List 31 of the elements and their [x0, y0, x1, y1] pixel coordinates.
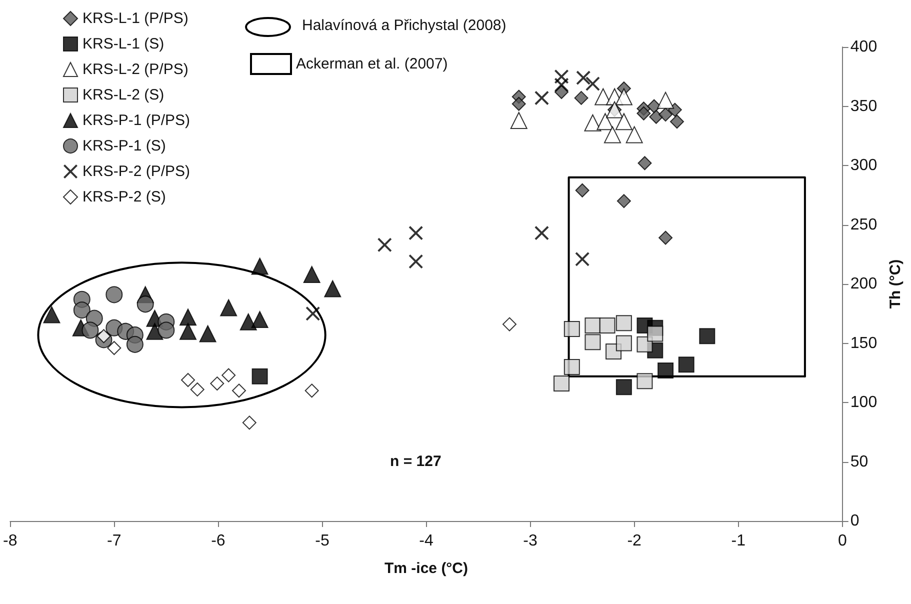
text: Halavínová a Přichystal (2008) — [302, 17, 506, 34]
y-tick-label: 0 — [850, 512, 860, 530]
x-tick-label: -5 — [315, 532, 330, 550]
legend-label: KRS-P-2 (S) — [82, 188, 166, 206]
legend-label: KRS-P-1 (S) — [82, 138, 166, 154]
y-tick-label: 150 — [850, 334, 878, 352]
x-axis-title: Tm -ice (°C) — [384, 560, 468, 577]
legend-label: KRS-L-1 (S) — [82, 36, 164, 52]
x-tick-label: -6 — [211, 532, 226, 550]
legend-label: KRS-L-2 (S) — [82, 86, 164, 104]
y-tick-label: 400 — [850, 38, 878, 56]
x-tick-label: -3 — [523, 532, 538, 550]
x-tick-label: -4 — [419, 532, 434, 550]
legend-label: KRS-L-1 (P/PS) — [82, 10, 188, 27]
y-tick-label: 350 — [850, 98, 878, 115]
y-tick-label: 300 — [850, 157, 878, 174]
y-tick-label: 200 — [850, 276, 878, 292]
legend-label: KRS-P-2 (P/PS) — [82, 163, 190, 180]
x-tick-label: -7 — [107, 532, 122, 550]
y-axis-title: Th (°C) — [887, 259, 904, 309]
x-tick-label: -1 — [731, 532, 746, 550]
legend-label: KRS-P-1 (P/PS) — [82, 112, 190, 129]
annotation: n = 127 — [390, 453, 442, 470]
legend-label: Ackerman et al. (2007) — [296, 56, 448, 72]
y-tick-label: 100 — [850, 394, 878, 411]
x-tick-label: -2 — [627, 532, 642, 550]
y-tick-label: 50 — [850, 453, 868, 470]
y-tick-label: 250 — [850, 216, 878, 234]
legend-label: KRS-L-2 (P/PS) — [82, 61, 188, 78]
x-tick-label: -8 — [2, 532, 18, 550]
x-tick-label: 0 — [838, 532, 847, 550]
